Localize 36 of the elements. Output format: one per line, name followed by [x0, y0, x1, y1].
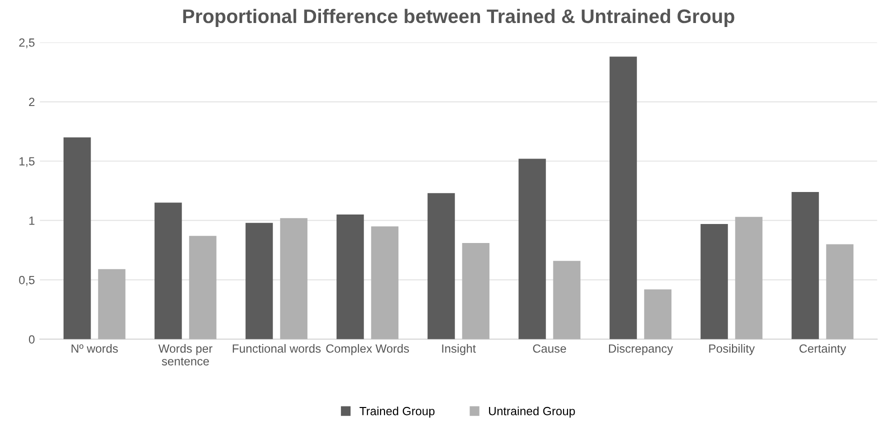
chart-title: Proportional Difference between Trained & Untrained Group	[183, 8, 734, 27]
bar	[518, 158, 546, 340]
x-tick-label: Certainty	[800, 344, 846, 356]
bar	[336, 214, 364, 340]
legend-label: Trained Group	[360, 406, 435, 418]
bar	[610, 56, 637, 340]
y-tick-label: 1,5	[20, 157, 35, 167]
y-tick-label: 2,5	[19, 38, 35, 48]
bar	[280, 218, 308, 340]
x-tick-label: Complex Words	[326, 344, 409, 356]
bar	[98, 269, 126, 340]
legend-label: Untrained Group	[489, 406, 575, 418]
bar	[792, 192, 819, 340]
bar	[700, 224, 728, 340]
x-tick-label: Insight	[442, 344, 476, 356]
x-tick-label: Cause	[533, 344, 566, 353]
x-tick-label: Nº words	[72, 344, 118, 353]
x-tick-label: Discrepancy	[609, 344, 673, 356]
x-tick-label: Words per sentence	[158, 344, 212, 366]
bar	[246, 222, 273, 340]
bar	[462, 243, 490, 340]
y-tick-label: 0,5	[19, 276, 35, 286]
y-tick-label: 2	[29, 98, 34, 106]
bar	[371, 226, 398, 340]
bar	[644, 289, 672, 340]
x-tick-label: Posibility	[709, 344, 755, 356]
bar	[64, 137, 91, 340]
bar	[154, 202, 182, 340]
bar	[189, 236, 216, 340]
bar	[826, 244, 854, 340]
y-tick-label: 1	[29, 216, 34, 225]
bar	[553, 260, 580, 340]
bar	[735, 216, 762, 340]
y-tick-label: 0	[28, 335, 35, 344]
bar	[428, 193, 455, 340]
x-tick-label: Functional words	[232, 344, 321, 353]
